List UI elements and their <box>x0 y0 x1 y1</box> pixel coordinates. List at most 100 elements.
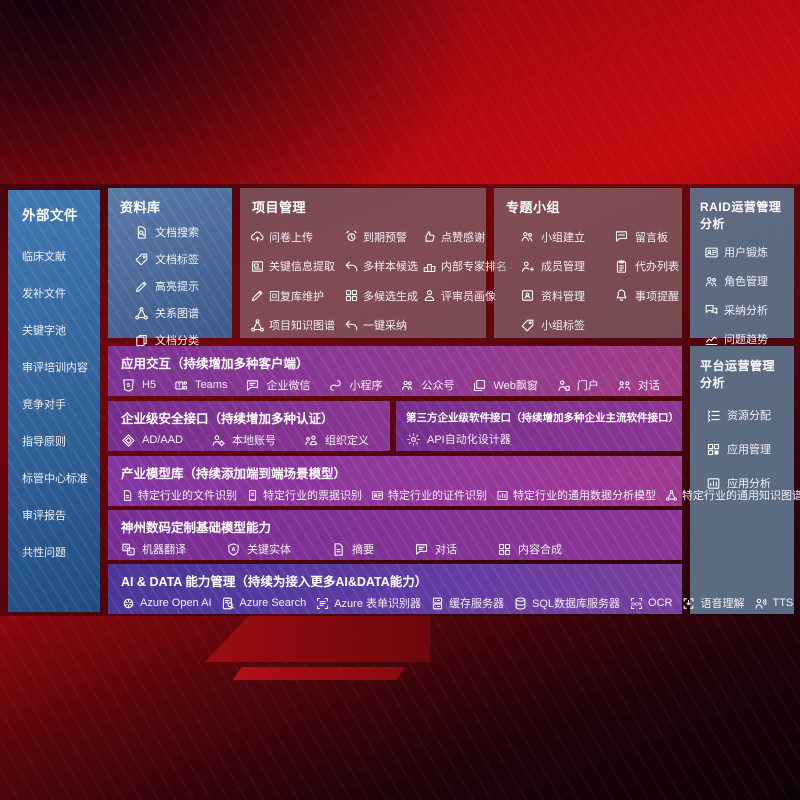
panel-topic-groups: 专题小组 小组建立 留言板 成员管理 代办列表 资料管理 事项提醒 小组标签 <box>494 188 682 338</box>
item-label: 文档搜索 <box>155 227 199 239</box>
docs-icon <box>134 333 149 348</box>
external-files-list: 临床文献 发补文件 关键字池 审评培训内容 竞争对手 指导原则 标管中心标准 审评报告 共性问题 <box>8 224 100 560</box>
feature-item: 用户锻炼 <box>704 244 794 260</box>
feature-item: 资料管理 <box>520 288 614 304</box>
item-label: 文档标签 <box>155 254 199 266</box>
web-window-icon <box>472 378 487 393</box>
raid-list: 用户锻炼角色管理采纳分析问题趋势 <box>690 232 794 347</box>
project-grid: 问卷上传 到期预警 点赞感谢 关键信息提取 多样本候选 内部专家排名 回复库维护 多候选生成 评… <box>240 220 507 348</box>
feature-item: 项目知识图谱 <box>250 317 344 333</box>
miniprogram-icon <box>328 378 343 393</box>
library-list: 文档搜索文档标签高亮提示关系图谱文档分类 <box>108 220 232 348</box>
row-application-interaction: 应用交互（持续增加多种客户端） 5 H5 T Teams 企业微信 小程序 公众号 Web飘窗… <box>108 346 682 396</box>
feature-item: 一键采纳 <box>344 317 422 333</box>
feature-item: 内容合成 <box>497 541 562 557</box>
form-frame-icon <box>315 596 330 611</box>
feature-item: 文档标签 <box>134 251 232 267</box>
item-label: 关键信息提取 <box>269 261 335 274</box>
portal-icon <box>556 378 571 393</box>
thumbs-up-icon <box>422 229 437 244</box>
item-label: 企业微信 <box>266 380 311 392</box>
people-icon <box>704 274 719 289</box>
dialog-icon <box>617 378 632 393</box>
puzzle-grid-icon <box>344 288 359 303</box>
person-icon <box>422 288 437 303</box>
feature-item: T Teams <box>174 378 227 393</box>
item-label: 一键采纳 <box>363 320 407 333</box>
security-items: AD/AAD 本地账号 组织定义 <box>108 427 390 448</box>
item-label: 问题趋势 <box>724 334 768 346</box>
bbs-icon <box>614 229 629 244</box>
item-label: 事项提醒 <box>635 290 679 303</box>
list-icon <box>706 408 721 423</box>
panel-title: RAID运营管理分析 <box>700 200 782 231</box>
row-digital-china-base-models: 神州数码定制基础模型能力 文 A 机器翻译 A 关键实体 摘要 对话 内容合成 <box>108 510 682 560</box>
sidebar-item: 标管中心标准 <box>22 470 100 486</box>
feature-item: 关系图谱 <box>134 305 232 321</box>
id-card-icon <box>704 245 719 260</box>
reply-arrow-icon <box>344 318 359 333</box>
org-people-icon <box>304 433 319 448</box>
feature-item: Azure 表单识别器 <box>315 595 421 611</box>
network-icon <box>665 489 678 502</box>
feature-item: 文档搜索 <box>134 224 232 240</box>
item-label: 语音理解 <box>700 598 745 610</box>
panel-raid-operations-analysis: RAID运营管理分析 用户锻炼角色管理采纳分析问题趋势 <box>690 188 794 346</box>
item-label: 采纳分析 <box>724 305 768 317</box>
groups-grid: 小组建立 留言板 成员管理 代办列表 资料管理 事项提醒 小组标签 <box>494 220 682 348</box>
sidebar-item: 临床文献 <box>22 248 100 264</box>
feature-item: AD/AAD <box>121 433 183 448</box>
feature-item: 门户 <box>556 377 599 393</box>
feature-item: 摘要 <box>331 541 374 557</box>
shield-a-icon: A <box>226 542 241 557</box>
aidata-items: Azure Open AI Azure Search Azure 表单识别器 缓存服务… <box>108 590 793 611</box>
puzzle-grid-icon <box>497 542 512 557</box>
panel-title: 资料库 <box>120 200 161 215</box>
feature-item: 资源分配 <box>706 407 794 423</box>
row-title: 神州数码定制基础模型能力 <box>121 521 272 535</box>
row-third-party-software-interface: 第三方企业级软件接口（持续增加多种企业主流软件接口） API自动化设计器 <box>396 401 682 451</box>
feature-item: Web飘窗 <box>472 377 538 393</box>
feature-item: 语音理解 <box>681 595 744 611</box>
feature-item: 角色管理 <box>704 273 794 289</box>
item-label: 问卷上传 <box>269 231 313 244</box>
panel-title: 外部文件 <box>22 208 78 223</box>
panel-external-files: 外部文件 临床文献 发补文件 关键字池 审评培训内容 竞争对手 指导原则 标管中心标准 审评报… <box>8 190 100 612</box>
item-label: 内容合成 <box>518 544 562 556</box>
item-label: 对话 <box>435 544 457 556</box>
official-account-icon <box>400 378 415 393</box>
sidebar-item: 指导原则 <box>22 433 100 449</box>
feature-item: 高亮提示 <box>134 278 232 294</box>
feature-item: 对话 <box>617 377 660 393</box>
item-label: 特定行业的通用知识图谱模型 <box>682 490 800 502</box>
feature-item: 缓存服务器 <box>430 595 504 611</box>
svg-text:5: 5 <box>127 383 130 389</box>
trend-icon <box>704 332 719 347</box>
bell-icon <box>614 288 629 303</box>
feature-item: 成员管理 <box>520 258 614 274</box>
item-label: 关系图谱 <box>155 308 199 320</box>
feature-item: 到期预警 <box>344 229 422 245</box>
item-label: 审评培训内容 <box>22 362 88 374</box>
item-label: 留言板 <box>635 231 668 244</box>
panel-title: 专题小组 <box>506 200 561 215</box>
item-label: 点赞感谢 <box>441 231 485 244</box>
item-label: 资源分配 <box>727 410 771 422</box>
tts-person-icon <box>753 596 768 611</box>
item-label: 文档分类 <box>155 335 199 347</box>
platform-list: 资源分配 应用管理 应用分析 <box>690 391 794 491</box>
item-label: 发补文件 <box>22 288 66 300</box>
feature-item: 特定行业的票据识别 <box>246 487 362 503</box>
feature-item: 采纳分析 <box>704 302 794 318</box>
row-title: 第三方企业级软件接口（持续增加多种企业主流软件接口） <box>406 412 679 424</box>
feature-item: 评审员画像 <box>422 288 507 304</box>
database-icon <box>513 596 528 611</box>
people-icon <box>520 229 535 244</box>
item-label: 资料管理 <box>541 290 585 303</box>
item-label: 指导原则 <box>22 436 66 448</box>
item-label: 特定行业的证件识别 <box>388 490 487 502</box>
tag-icon <box>134 252 149 267</box>
feature-item: 5 H5 <box>121 378 156 393</box>
